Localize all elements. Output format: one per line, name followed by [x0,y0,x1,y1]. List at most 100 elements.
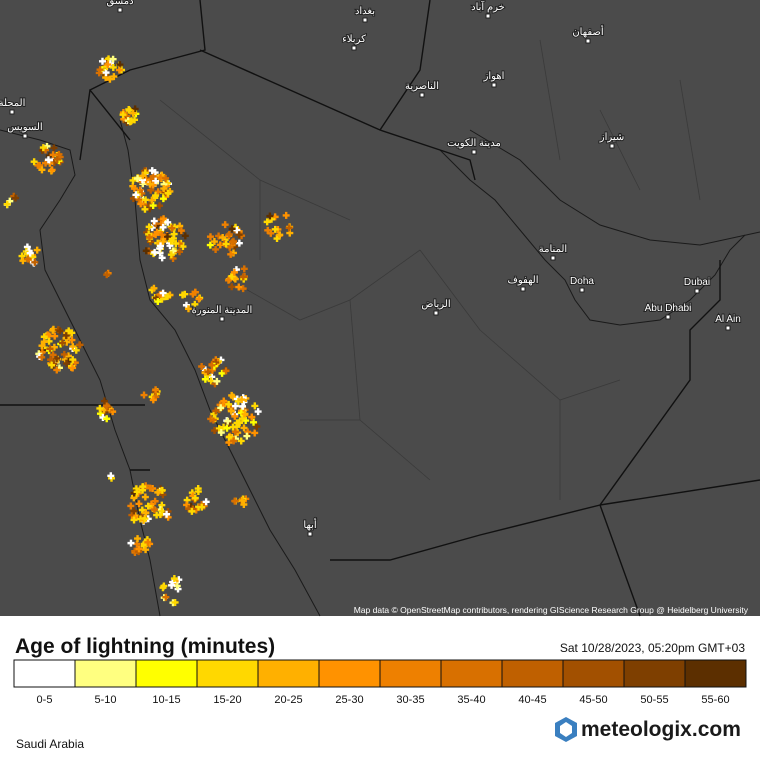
lightning-strike [62,332,70,340]
lightning-strike [267,229,275,237]
city-marker [351,45,357,51]
lightning-strike [99,414,107,422]
lightning-strike [133,488,141,496]
lightning-strike [115,66,123,74]
city-marker [117,7,123,13]
lightning-strike [158,501,166,509]
lightning-strike [210,238,218,246]
lightning-strike [167,237,175,245]
lightning-strike [188,507,196,515]
lightning-strike [127,539,135,547]
lightning-strike [110,73,118,81]
lightning-strike [195,295,203,303]
city-label: كربلاء [342,34,366,45]
lightning-strike [273,235,281,243]
legend-swatch [501,659,564,688]
lightning-strike [38,353,46,361]
lightning-strike [253,423,261,431]
lightning-strike [172,240,180,248]
lightning-strike [230,268,238,276]
lightning-strike [135,500,143,508]
city-label: Dubai [684,277,710,288]
lightning-strike [170,230,178,238]
lightning-strike [211,427,219,435]
lightning-strike [129,176,137,184]
city-label: الناصرية [405,81,439,92]
lightning-strike [131,116,139,124]
lightning-strike [36,161,44,169]
lightning-strike [150,217,158,225]
lightning-strike [237,437,245,445]
city-marker [307,531,313,537]
lightning-strike [142,509,150,517]
city-label: المحلة [0,98,25,109]
lightning-strike [56,327,64,335]
lightning-strike [149,202,157,210]
lightning-strike [38,342,46,350]
lightning-strike [102,402,110,410]
lightning-strike [217,404,225,412]
lightning-strike [163,233,171,241]
region: Saudi Arabia [16,737,84,751]
map-lines [0,0,760,617]
lightning-strike [163,510,171,518]
lightning-strike [240,501,248,509]
legend-swatch [13,659,76,688]
city-label: الرياض [421,299,450,310]
legend-swatch [74,659,137,688]
lightning-strike [251,402,259,410]
lightning-strike [219,234,227,242]
lightning-strike [282,211,290,219]
lightning-strike [132,191,140,199]
lightning-strike [103,415,111,423]
city-marker [579,287,585,293]
city-marker [419,92,425,98]
lightning-strike [159,223,167,231]
lightning-strike [142,196,150,204]
lightning-strike [142,247,150,255]
lightning-strike [162,174,170,182]
lightning-strike [164,189,172,197]
lightning-strike [46,345,54,353]
lightning-strike [146,484,154,492]
city-marker [471,149,477,155]
city-label: المنامة [539,244,567,255]
legend-swatch [135,659,198,688]
lightning-strike [158,254,166,262]
lightning-strike [127,117,135,125]
lightning-strike [144,538,152,546]
lightning-strike [139,483,147,491]
lightning-strike [222,240,230,248]
lightning-strike [240,424,248,432]
lightning-strike [58,339,66,347]
lightning-strike [149,396,157,404]
lightning-strike [179,243,187,251]
lightning-strike [227,250,235,258]
legend-swatch [318,659,381,688]
lightning-strike [152,192,160,200]
lightning-strike [229,238,237,246]
legend-label: 10-15 [152,694,180,706]
city-marker [219,316,225,322]
lightning-strike [191,288,199,296]
lightning-strike [285,224,293,232]
lightning-strike [239,285,247,293]
lightning-strike [53,155,61,163]
lightning-strike [39,144,47,152]
lightning-strike [53,366,61,374]
lightning-strike [151,497,159,505]
lightning-strike [159,238,167,246]
legend-swatch [196,659,259,688]
lightning-strike [223,424,231,432]
lightning-strike [227,407,235,415]
city-label: مدينة الكويت [447,138,501,149]
lightning-strike [239,402,247,410]
lightning-strike [69,343,77,351]
lightning-strike [204,368,212,376]
city-label: أبها [303,518,316,531]
lightning-strike [68,329,76,337]
legend-swatch [623,659,686,688]
lightning-strike [69,356,77,364]
lightning-strike [181,232,189,240]
lightning-strike [224,276,232,284]
